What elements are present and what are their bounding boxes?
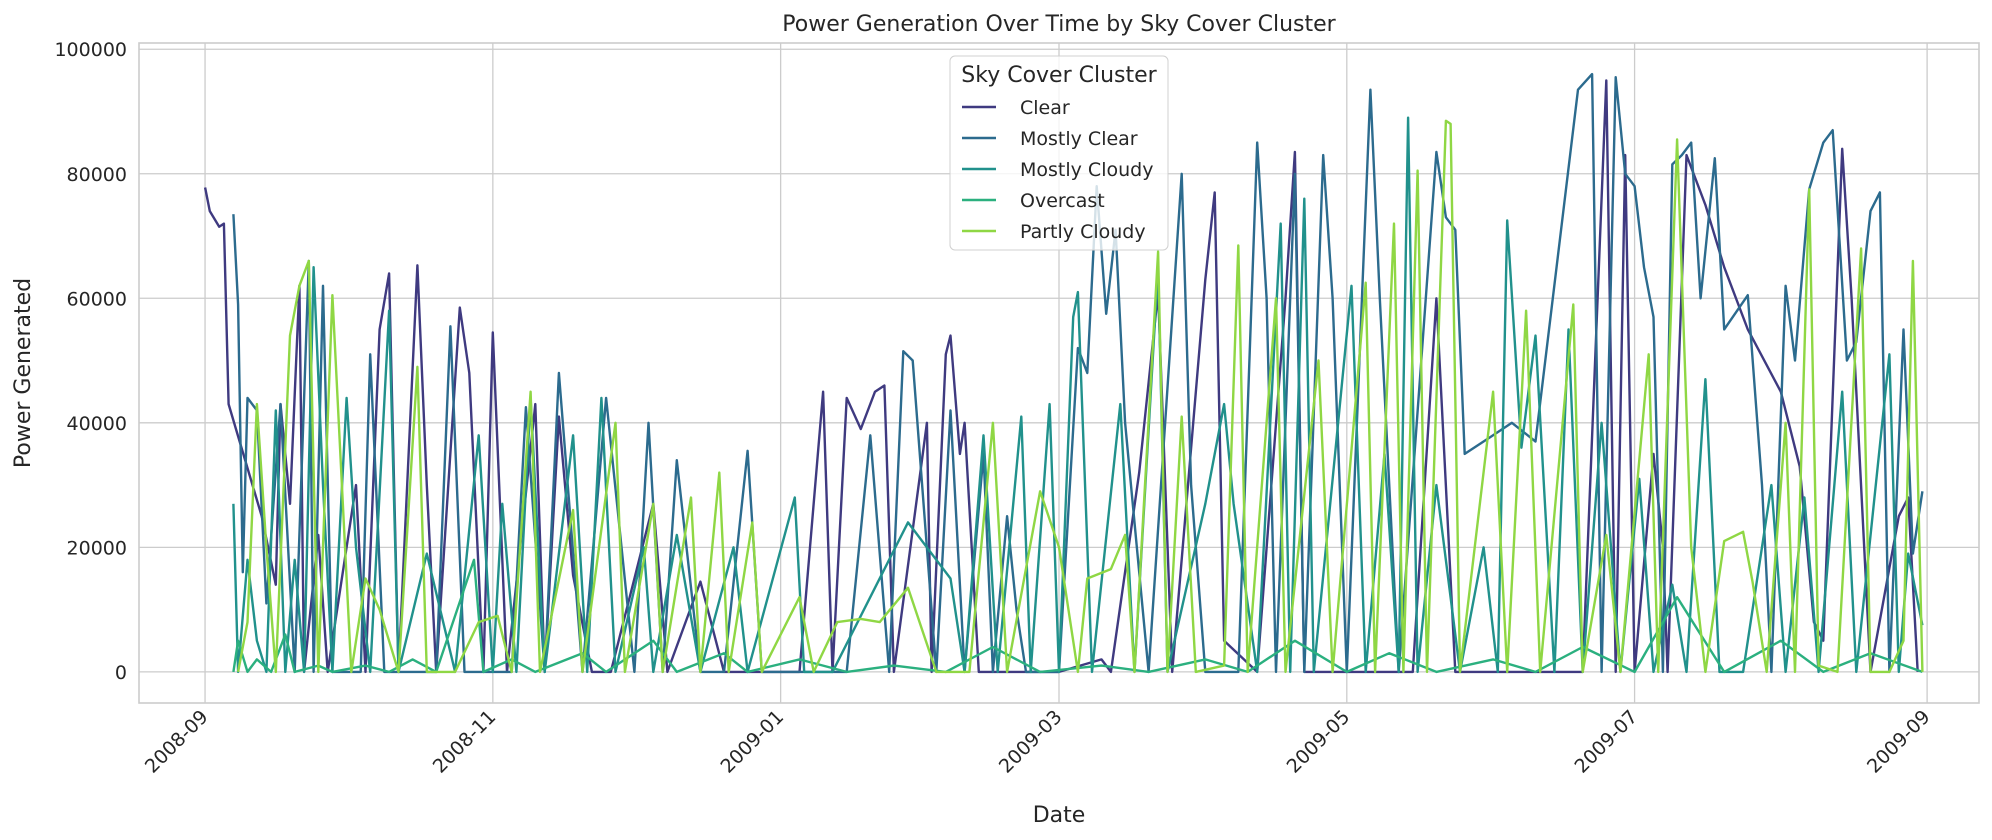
- series-line-mostly-clear: [232, 72, 1924, 674]
- legend-label: Clear: [1020, 97, 1070, 119]
- legend-label: Overcast: [1020, 190, 1105, 212]
- legend: Sky Cover Cluster Clear Mostly Clear Mostl…: [949, 55, 1169, 251]
- series-line-clear: [203, 79, 1919, 674]
- legend-label: Partly Cloudy: [1020, 221, 1146, 243]
- series-line-partly-cloudy: [236, 119, 1924, 674]
- series-line-overcast: [232, 558, 1923, 674]
- legend-label: Mostly Clear: [1020, 128, 1138, 150]
- y-tick-label: 40000: [67, 413, 127, 435]
- chart-title: Power Generation Over Time by Sky Cover …: [782, 12, 1336, 37]
- y-tick-label: 20000: [67, 537, 127, 559]
- legend-label: Mostly Cloudy: [1020, 159, 1153, 181]
- y-tick-label: 0: [115, 662, 127, 684]
- legend-box: [949, 55, 1169, 251]
- x-axis-title: Date: [1033, 803, 1086, 828]
- series-layer: [203, 72, 1924, 674]
- series-line-mostly-cloudy: [232, 116, 1924, 674]
- y-axis-ticks: 0 20000 40000 60000 80000 100000: [54, 39, 127, 684]
- y-tick-label: 60000: [67, 288, 127, 310]
- y-tick-label: 80000: [67, 164, 127, 186]
- y-tick-label: 100000: [54, 39, 127, 61]
- y-axis-title: Power Generated: [11, 278, 36, 468]
- plot-frame: [138, 42, 1980, 704]
- legend-items: Clear Mostly Clear Mostly Cloudy Overcast Pa…: [962, 97, 1153, 243]
- legend-title: Sky Cover Cluster: [961, 63, 1157, 88]
